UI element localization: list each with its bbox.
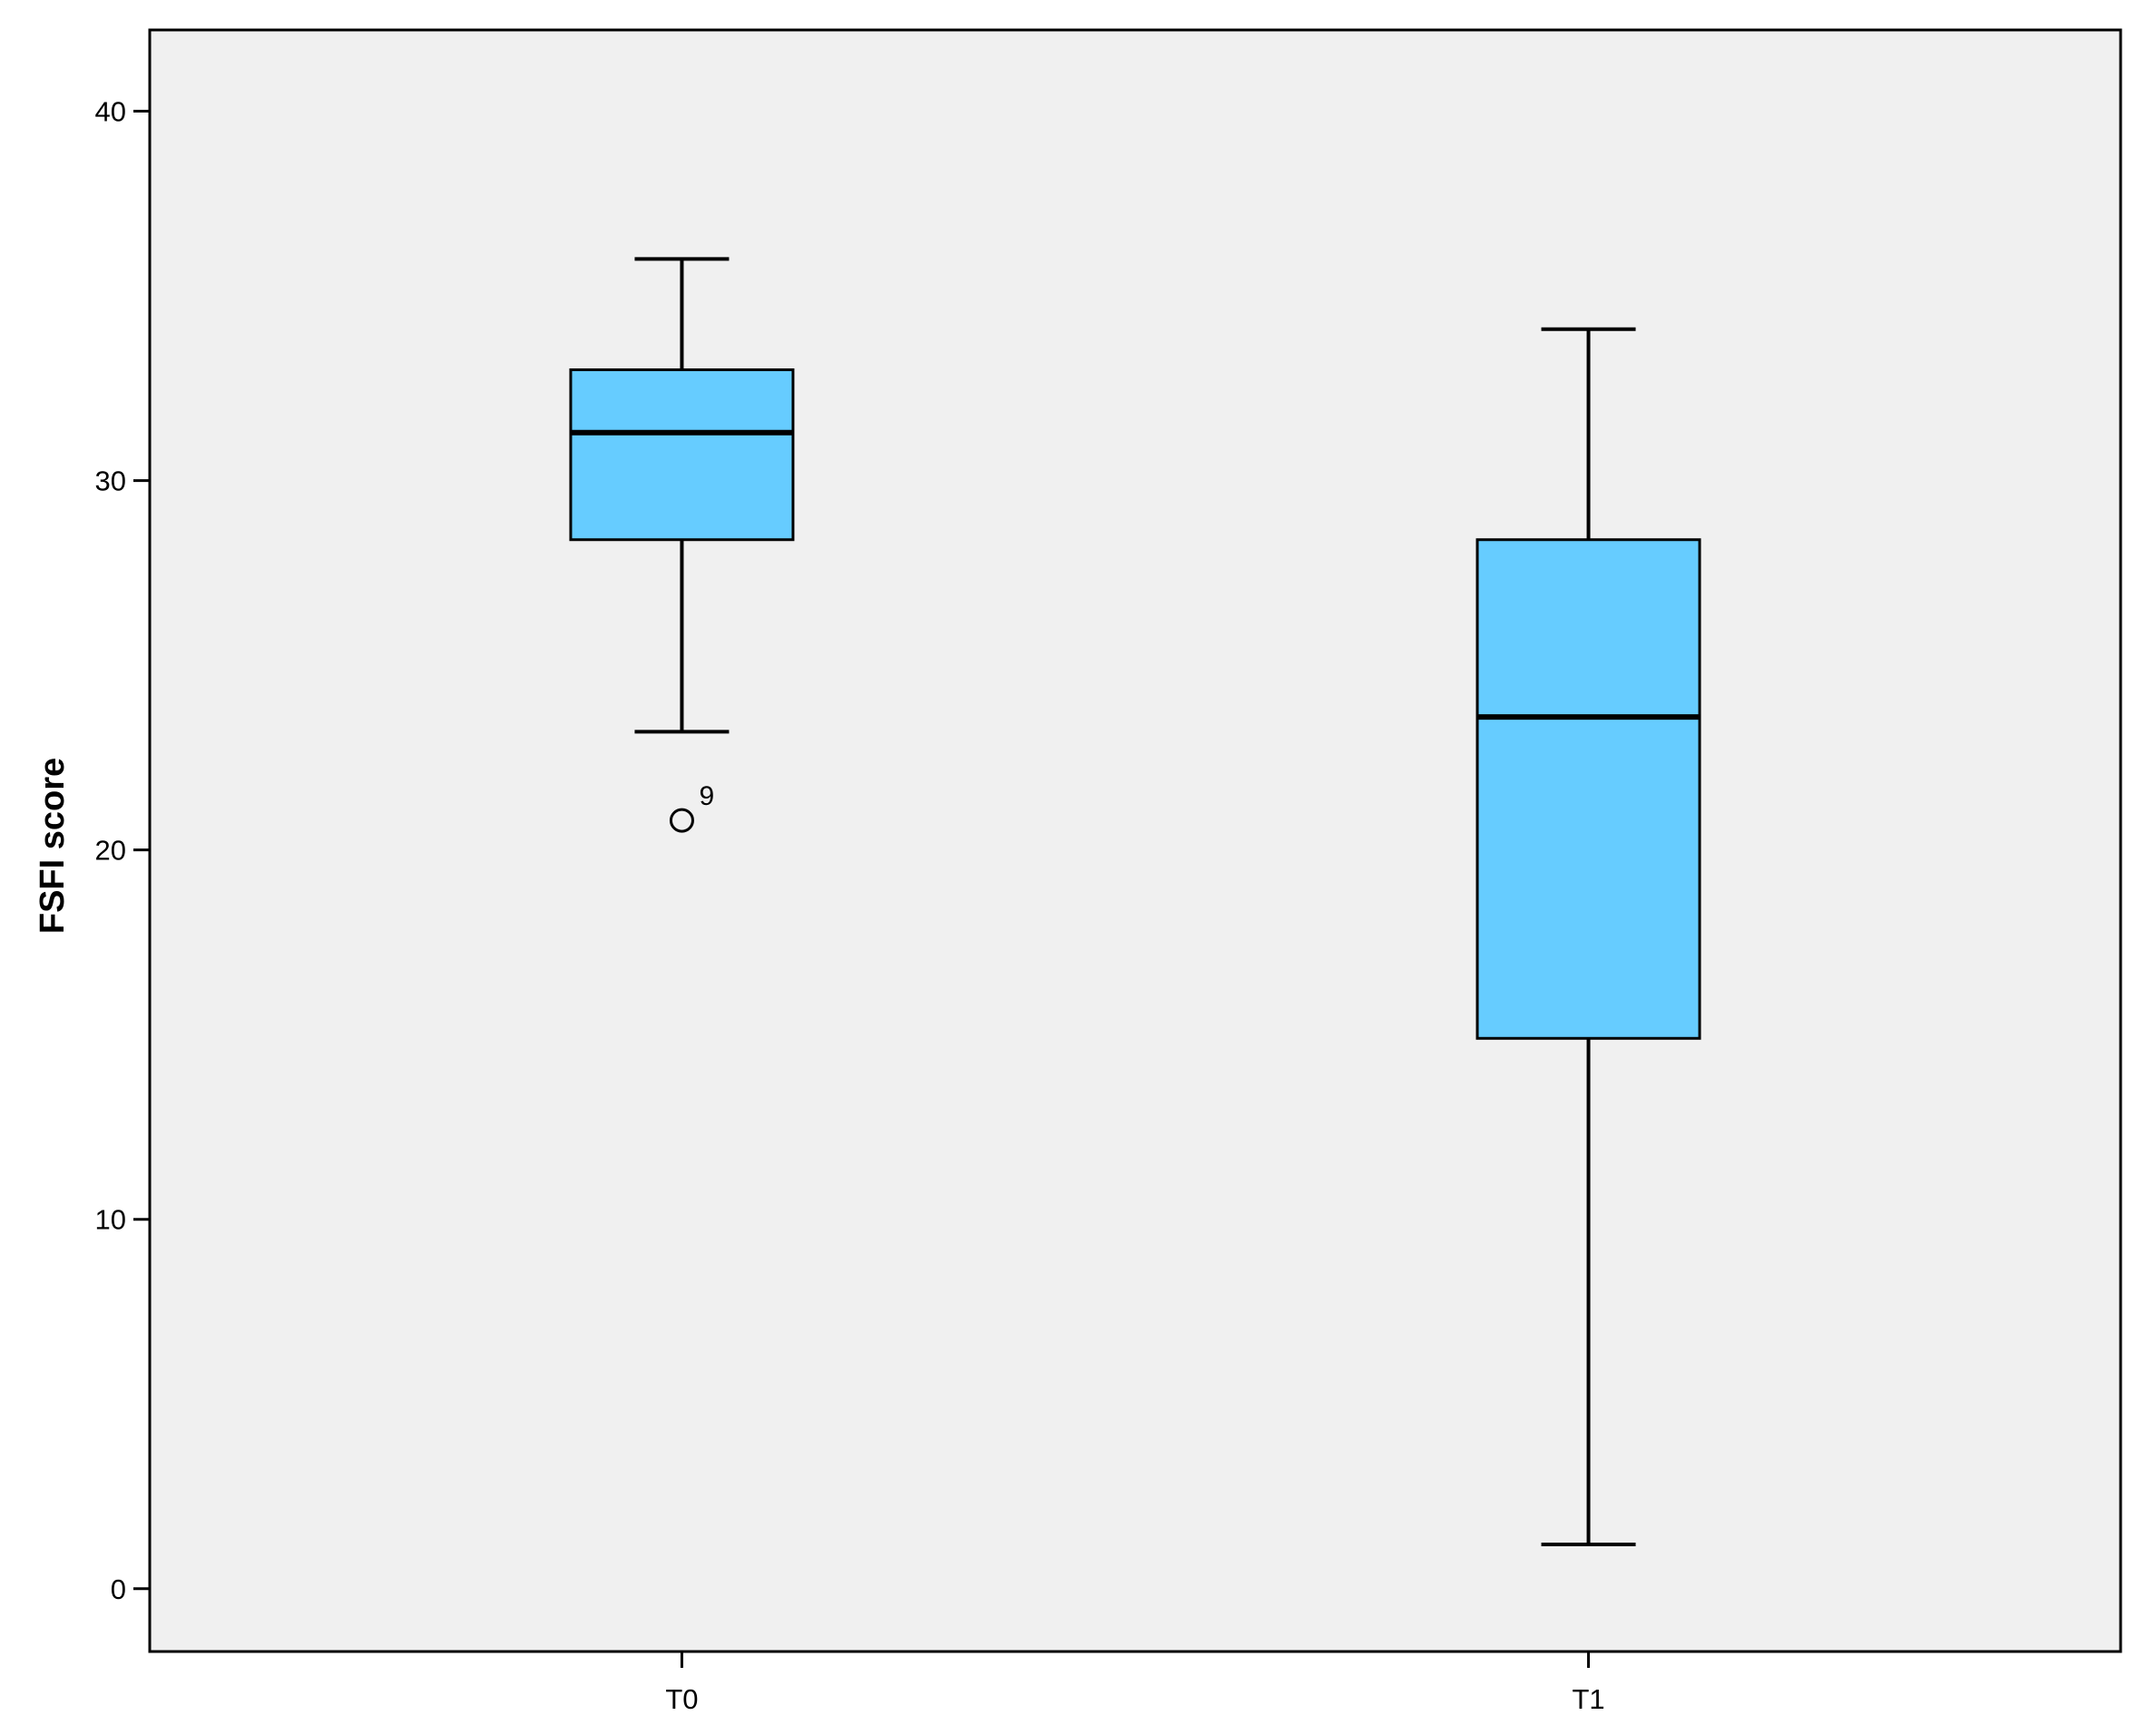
y-tick-label: 40 <box>95 96 126 128</box>
box-group <box>1475 327 1701 1546</box>
plot-area <box>148 28 2122 1653</box>
y-tick-label: 0 <box>111 1573 126 1605</box>
y-tick-label: 20 <box>95 835 126 867</box>
box-iqr <box>569 368 795 542</box>
box-iqr <box>1475 538 1701 1040</box>
boxes: 9 <box>569 257 1701 1546</box>
x-tick-label: T0 <box>665 1683 698 1715</box>
y-axis: 0 10 20 30 40 <box>95 96 150 1605</box>
x-axis: T0 T1 <box>665 1652 1605 1715</box>
y-tick-label: 30 <box>95 466 126 497</box>
y-axis-title: FSFI score <box>34 758 72 934</box>
outlier-label: 9 <box>699 781 714 811</box>
box-group: 9 <box>569 257 795 833</box>
x-tick-label: T1 <box>1572 1683 1604 1715</box>
y-tick-label: 10 <box>95 1204 126 1236</box>
outlier-point <box>669 808 694 833</box>
